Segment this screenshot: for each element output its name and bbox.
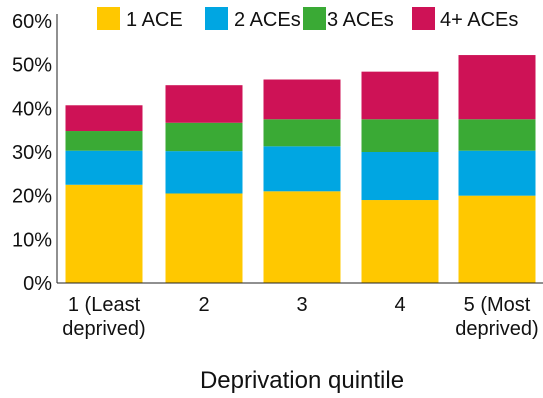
axes: [56, 14, 543, 284]
legend-swatch: [412, 7, 435, 30]
bar-segment-1-ace: [263, 191, 341, 283]
x-tick-label-line: 1 (Least: [68, 294, 141, 316]
x-tick-label-line: deprived): [455, 318, 538, 340]
bar-stack: [65, 105, 143, 283]
y-tick-label: 10%: [12, 229, 52, 251]
bar-segment-2-aces: [165, 151, 243, 194]
legend-swatch: [205, 7, 228, 30]
y-tick-label: 0%: [23, 273, 52, 295]
bar-segment-2-aces: [458, 150, 536, 196]
legend-item-3-aces: 3 ACEs: [303, 7, 394, 31]
legend-item-2-aces: 2 ACEs: [205, 7, 301, 31]
bar-segment-4-aces: [165, 85, 243, 123]
x-tick-label-line: deprived): [62, 318, 145, 340]
legend-label: 1 ACE: [126, 9, 183, 31]
bar-stack: [263, 79, 341, 283]
x-tick-label: 2: [198, 294, 209, 316]
bar-segment-1-ace: [458, 195, 536, 283]
bar-segment-2-aces: [65, 150, 143, 185]
bar-segment-4-aces: [458, 55, 536, 120]
x-tick-label-line: 2: [198, 294, 209, 316]
x-tick-label: 5 (Most deprived): [455, 294, 538, 340]
bar-segment-4-aces: [65, 105, 143, 132]
y-axis-ticks: 0% 10% 20% 30% 40% 50% 60%: [12, 11, 52, 295]
bar-segment-1-ace: [165, 193, 243, 283]
legend-label: 4+ ACEs: [440, 9, 518, 31]
bar-segment-3-aces: [165, 122, 243, 152]
legend-label: 2 ACEs: [234, 9, 301, 31]
y-tick-label: 50%: [12, 55, 52, 77]
bar-segment-2-aces: [263, 146, 341, 192]
x-tick-label-line: 4: [394, 294, 405, 316]
x-tick-label: 4: [394, 294, 405, 316]
legend-item-4-aces: 4+ ACEs: [412, 7, 518, 31]
x-axis-ticks: 1 (Least deprived)2 3 4 5 (Most deprived): [62, 294, 538, 340]
y-tick-label: 30%: [12, 142, 52, 164]
bar-segment-3-aces: [458, 119, 536, 151]
bar-stack: [458, 55, 536, 283]
x-tick-label: 3: [296, 294, 307, 316]
bar-segment-1-ace: [65, 184, 143, 283]
bar-segment-4-aces: [361, 71, 439, 120]
x-tick-label-line: 3: [296, 294, 307, 316]
y-tick-label: 40%: [12, 98, 52, 120]
legend-item-1-ace: 1 ACE: [97, 7, 183, 31]
y-tick-label: 20%: [12, 186, 52, 208]
bar-segment-3-aces: [65, 131, 143, 151]
bar-segment-4-aces: [263, 79, 341, 120]
y-tick-label: 60%: [12, 11, 52, 33]
bars: [65, 55, 536, 283]
bar-segment-3-aces: [361, 119, 439, 152]
bar-segment-1-ace: [361, 200, 439, 283]
x-axis-title: Deprivation quintile: [200, 367, 404, 394]
bar-stack: [361, 71, 439, 283]
legend-swatch: [303, 7, 326, 30]
bar-segment-2-aces: [361, 152, 439, 201]
x-tick-label: 1 (Least deprived): [62, 294, 145, 340]
bar-segment-3-aces: [263, 119, 341, 147]
x-tick-label-line: 5 (Most: [464, 294, 531, 316]
legend-swatch: [97, 7, 120, 30]
legend: 1 ACE 2 ACEs 3 ACEs 4+ ACEs: [97, 7, 518, 31]
legend-label: 3 ACEs: [327, 9, 394, 31]
bar-stack: [165, 85, 243, 283]
